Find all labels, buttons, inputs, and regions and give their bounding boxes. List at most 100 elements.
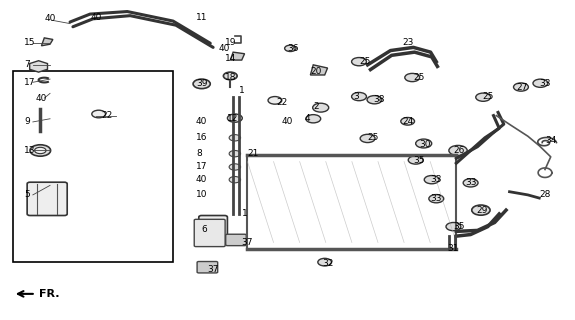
Bar <box>13 71 173 261</box>
Circle shape <box>533 79 548 87</box>
Text: 18: 18 <box>225 73 236 82</box>
Text: 20: 20 <box>310 67 322 76</box>
Circle shape <box>449 145 467 156</box>
Circle shape <box>229 164 240 170</box>
Circle shape <box>463 179 478 187</box>
Circle shape <box>472 205 490 215</box>
Text: 17: 17 <box>24 78 36 87</box>
FancyBboxPatch shape <box>27 182 67 215</box>
FancyBboxPatch shape <box>226 234 246 246</box>
Circle shape <box>30 145 51 156</box>
FancyBboxPatch shape <box>197 261 218 273</box>
Text: 21: 21 <box>247 149 259 158</box>
Text: 22: 22 <box>276 99 288 108</box>
Text: 10: 10 <box>196 190 208 199</box>
Polygon shape <box>230 52 244 60</box>
Circle shape <box>229 150 240 157</box>
Text: 25: 25 <box>482 92 493 101</box>
Circle shape <box>224 72 237 80</box>
Circle shape <box>34 147 46 154</box>
Text: 14: 14 <box>225 54 236 63</box>
Text: 33: 33 <box>539 79 551 88</box>
Text: 40: 40 <box>196 117 208 126</box>
Text: 8: 8 <box>196 149 202 158</box>
Text: 33: 33 <box>465 178 477 187</box>
Text: 25: 25 <box>367 133 379 142</box>
Polygon shape <box>310 65 328 75</box>
Text: 28: 28 <box>539 190 551 199</box>
Text: 31: 31 <box>448 244 459 253</box>
Circle shape <box>318 258 332 266</box>
Text: 38: 38 <box>373 95 385 104</box>
Circle shape <box>416 139 432 148</box>
Circle shape <box>92 110 106 118</box>
Circle shape <box>401 117 415 125</box>
Text: 37: 37 <box>208 265 219 274</box>
Text: 32: 32 <box>322 259 333 268</box>
Text: 30: 30 <box>419 140 431 148</box>
Text: 36: 36 <box>288 44 299 53</box>
Circle shape <box>229 177 240 183</box>
Text: 13: 13 <box>24 146 36 155</box>
Circle shape <box>424 176 439 184</box>
Circle shape <box>408 156 423 164</box>
Text: 35: 35 <box>454 222 465 231</box>
Text: 1: 1 <box>242 209 247 219</box>
Circle shape <box>446 222 461 231</box>
Circle shape <box>367 96 382 104</box>
Circle shape <box>229 135 240 141</box>
Text: 40: 40 <box>196 174 208 184</box>
Circle shape <box>429 195 444 203</box>
Text: 29: 29 <box>476 206 488 215</box>
Text: 3: 3 <box>353 92 359 101</box>
Text: 11: 11 <box>196 13 208 22</box>
Circle shape <box>193 79 210 89</box>
Text: 27: 27 <box>516 83 528 92</box>
Text: 12: 12 <box>228 114 239 123</box>
Text: 6: 6 <box>202 225 208 234</box>
Circle shape <box>351 58 366 66</box>
Text: 7: 7 <box>24 60 30 69</box>
Circle shape <box>405 73 420 82</box>
Text: 33: 33 <box>431 174 442 184</box>
Text: 40: 40 <box>36 94 47 103</box>
Circle shape <box>513 83 528 91</box>
Circle shape <box>351 92 366 101</box>
Text: 15: 15 <box>24 38 36 47</box>
Text: 26: 26 <box>454 146 465 155</box>
Text: 40: 40 <box>282 117 293 126</box>
Text: 40: 40 <box>44 14 56 23</box>
Text: 40: 40 <box>219 44 230 53</box>
Text: 34: 34 <box>545 136 557 146</box>
Text: 39: 39 <box>196 79 208 88</box>
Text: 40: 40 <box>90 13 101 22</box>
Text: 5: 5 <box>24 190 30 199</box>
Circle shape <box>360 134 375 142</box>
Text: 4: 4 <box>305 114 310 123</box>
FancyBboxPatch shape <box>199 215 228 241</box>
Text: 19: 19 <box>225 38 236 47</box>
Circle shape <box>285 45 296 52</box>
Circle shape <box>228 114 242 122</box>
Text: 35: 35 <box>413 156 425 164</box>
Polygon shape <box>41 38 53 46</box>
Text: 16: 16 <box>196 133 208 142</box>
Text: 25: 25 <box>413 73 425 82</box>
Text: 22: 22 <box>102 111 113 120</box>
Circle shape <box>476 93 490 101</box>
Circle shape <box>313 103 329 112</box>
Text: 9: 9 <box>24 117 30 126</box>
Text: 37: 37 <box>242 238 253 247</box>
FancyBboxPatch shape <box>194 219 225 247</box>
Text: 33: 33 <box>431 194 442 203</box>
Circle shape <box>306 115 321 123</box>
Circle shape <box>268 97 282 104</box>
Text: 23: 23 <box>402 38 413 47</box>
Text: 1: 1 <box>239 86 244 95</box>
Text: FR.: FR. <box>39 289 59 299</box>
Text: 2: 2 <box>313 101 319 111</box>
Text: 25: 25 <box>359 57 370 66</box>
Polygon shape <box>30 61 48 72</box>
Text: 24: 24 <box>402 117 413 126</box>
Text: 17: 17 <box>196 162 208 171</box>
